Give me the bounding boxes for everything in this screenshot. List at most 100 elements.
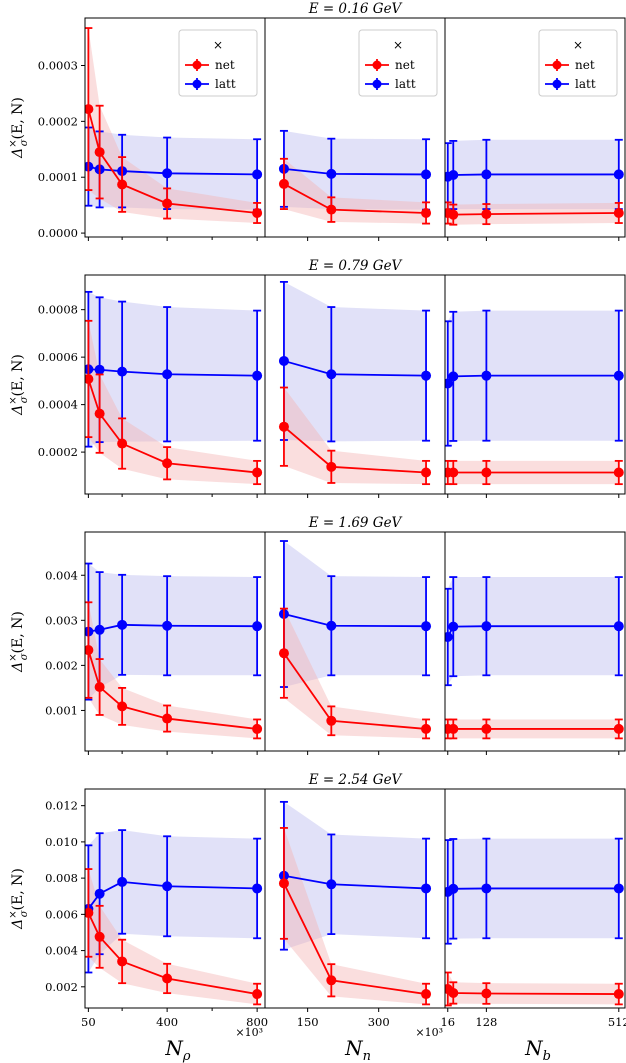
latt-uncertainty-band — [88, 830, 258, 973]
latt-data-point — [613, 621, 624, 632]
y-tick-label: 0.0002 — [38, 114, 78, 128]
net-data-point — [481, 209, 492, 220]
net-data-point — [117, 701, 128, 712]
y-tick-label: 0.004 — [45, 568, 78, 582]
x-tick-label: 512 — [608, 1015, 626, 1029]
panel — [84, 274, 266, 498]
legend-latt-marker — [552, 79, 562, 89]
x-axis-label-sub: ρ — [182, 1049, 191, 1063]
legend-box — [538, 29, 618, 97]
latt-uncertainty-band — [283, 801, 427, 950]
latt-data-point — [481, 621, 492, 632]
latt-data-point — [481, 169, 492, 180]
panel-plot-area — [85, 27, 263, 224]
latt-data-point — [326, 620, 337, 631]
legend-box — [178, 29, 258, 97]
latt-uncertainty-band — [88, 127, 258, 210]
y-tick-label: 0.010 — [45, 835, 78, 849]
panel-plot-area — [85, 829, 263, 1006]
panel: × net latt — [264, 17, 446, 241]
latt-data-point — [613, 169, 624, 180]
latt-data-point — [445, 631, 453, 642]
net-data-point — [85, 104, 94, 115]
legend-box — [358, 29, 438, 97]
y-tick-label: 0.0003 — [38, 58, 78, 72]
net-data-point — [94, 682, 105, 693]
latt-data-point — [94, 364, 105, 375]
y-axis-label-args: (E, N) — [10, 97, 26, 139]
net-data-point — [94, 931, 105, 942]
panel-plot-area — [278, 540, 432, 740]
latt-data-point — [94, 624, 105, 635]
net-data-point — [85, 907, 94, 918]
latt-data-point — [448, 371, 459, 382]
net-data-point — [448, 467, 459, 478]
x-axis-label: Nb — [524, 1036, 551, 1063]
net-data-point — [252, 723, 263, 734]
panel-plot-area — [445, 138, 624, 226]
row-title: E = 0.79 GeV — [308, 258, 403, 274]
x-tick-label: 150 — [297, 1015, 319, 1029]
net-data-point — [326, 204, 337, 215]
y-axis-label-sub: σ — [19, 138, 30, 146]
panel-plot-area — [445, 837, 624, 1007]
legend-latt-label: latt — [395, 77, 416, 91]
legend-net-marker — [372, 60, 382, 70]
net-uncertainty-band — [283, 387, 427, 485]
panel-plot-area — [445, 309, 624, 486]
net-uncertainty-band — [283, 608, 427, 739]
y-tick-label: 0.0001 — [38, 170, 78, 184]
net-data-point — [326, 975, 337, 986]
y-axis-label-sup: × — [8, 396, 19, 404]
y-axis-label-symbol: Δ — [10, 405, 26, 416]
net-data-point — [613, 723, 624, 734]
net-data-point — [252, 207, 263, 218]
y-axis-label-sub: σ — [19, 652, 30, 660]
legend-net-label: net — [215, 58, 235, 72]
legend-net-marker — [552, 60, 562, 70]
net-data-point — [278, 878, 289, 889]
y-axis-label-symbol: Δ — [10, 148, 26, 159]
latt-data-point — [117, 876, 128, 887]
latt-uncertainty-band — [88, 563, 258, 700]
net-data-point — [613, 989, 624, 1000]
net-data-point — [94, 147, 105, 158]
panel-frame — [444, 531, 626, 752]
net-data-point — [613, 207, 624, 218]
y-axis-label: Δ×σ(E, N) — [8, 611, 30, 673]
x-axis-label-symbol: N — [164, 1036, 184, 1060]
legend-title: × — [573, 38, 583, 52]
x-axis-label: Nn — [344, 1036, 371, 1063]
net-data-point — [252, 467, 263, 478]
net-uncertainty-band — [88, 869, 258, 1005]
panel-frame — [444, 274, 626, 495]
x-axis-label-symbol: N — [524, 1036, 544, 1060]
net-data-point — [162, 198, 173, 209]
y-axis-label: Δ×σ(E, N) — [8, 868, 30, 930]
y-tick-label: 0.008 — [45, 871, 78, 885]
net-uncertainty-band — [88, 28, 258, 224]
y-tick-label: 0.0008 — [38, 303, 78, 317]
panel-plot-area — [85, 562, 263, 740]
net-data-point — [278, 421, 289, 432]
latt-data-point — [481, 370, 492, 381]
y-tick-label: 0.012 — [45, 799, 78, 813]
y-tick-label: 0.0004 — [38, 398, 78, 412]
net-data-point — [162, 458, 173, 469]
panel — [264, 788, 446, 1012]
y-tick-label: 0.006 — [45, 907, 78, 921]
latt-data-point — [448, 621, 459, 632]
net-data-point — [162, 713, 173, 724]
latt-data-point — [94, 888, 105, 899]
net-data-point — [613, 467, 624, 478]
net-data-point — [85, 645, 94, 656]
latt-data-point — [421, 370, 432, 381]
legend-title: × — [213, 38, 223, 52]
net-uncertainty-band — [283, 158, 427, 224]
latt-data-point — [252, 621, 263, 632]
net-data-point — [252, 989, 263, 1000]
net-data-point — [421, 207, 432, 218]
net-uncertainty-band — [88, 320, 258, 485]
legend-latt-label: latt — [215, 77, 236, 91]
net-data-point — [421, 989, 432, 1000]
